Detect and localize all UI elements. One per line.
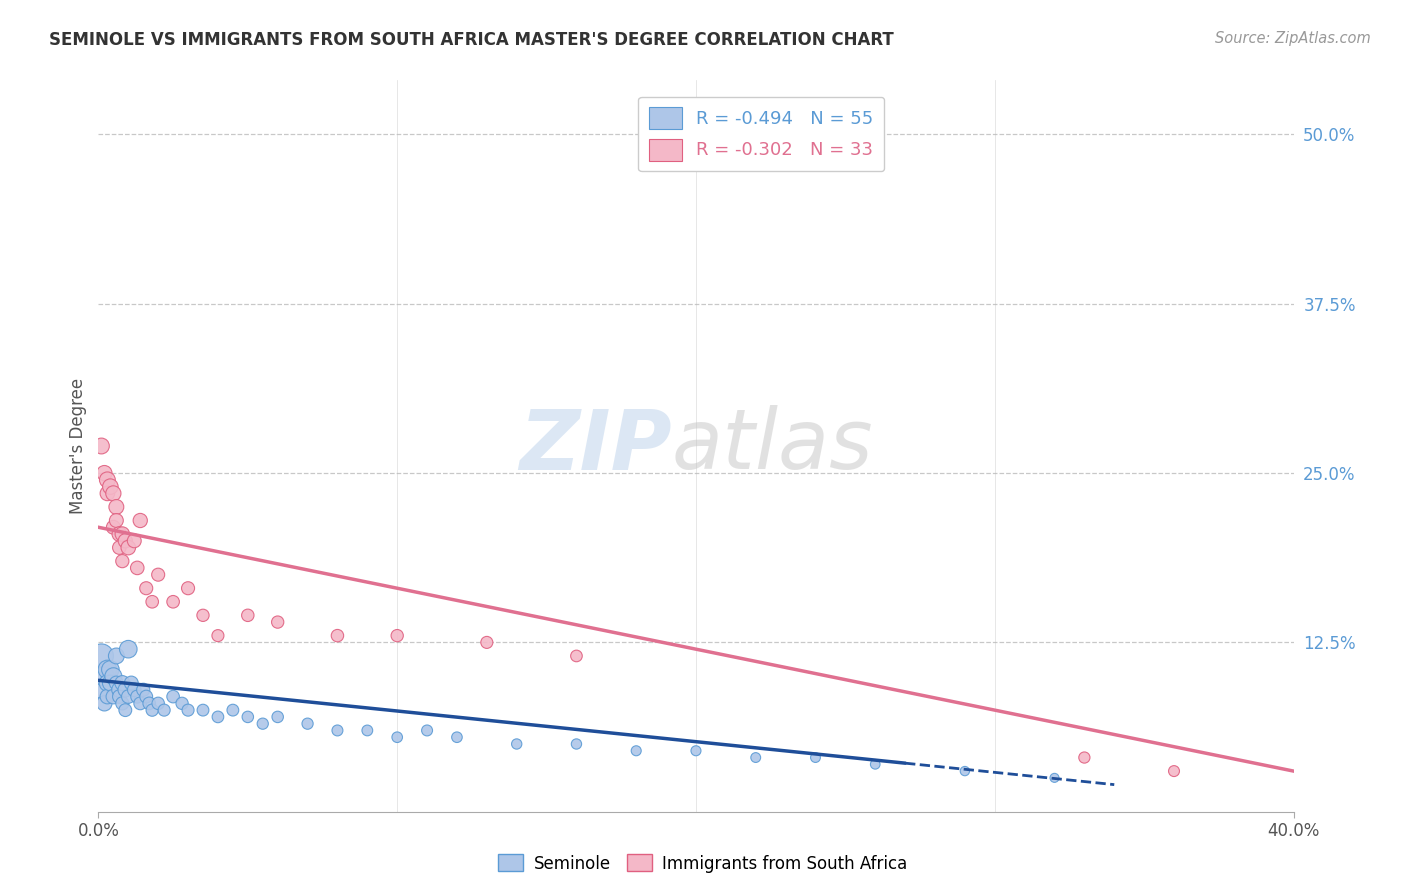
Point: [96, 676, 118, 690]
Point: [804, 750, 827, 764]
Point: [172, 697, 194, 711]
Point: [108, 690, 131, 704]
Point: [162, 595, 184, 609]
Point: [105, 514, 128, 528]
Point: [138, 697, 160, 711]
Point: [103, 520, 125, 534]
Text: SEMINOLE VS IMMIGRANTS FROM SOUTH AFRICA MASTER'S DEGREE CORRELATION CHART: SEMINOLE VS IMMIGRANTS FROM SOUTH AFRICA…: [49, 31, 894, 49]
Point: [93, 466, 115, 480]
Point: [98, 676, 122, 690]
Point: [207, 629, 229, 643]
Point: [120, 676, 142, 690]
Point: [103, 690, 125, 704]
Point: [105, 500, 128, 514]
Text: Source: ZipAtlas.com: Source: ZipAtlas.com: [1215, 31, 1371, 46]
Point: [103, 669, 125, 683]
Point: [177, 703, 200, 717]
Point: [236, 608, 259, 623]
Point: [93, 697, 115, 711]
Point: [148, 567, 170, 582]
Point: [267, 615, 290, 629]
Point: [141, 703, 163, 717]
Legend: Seminole, Immigrants from South Africa: Seminole, Immigrants from South Africa: [492, 847, 914, 880]
Point: [1043, 771, 1066, 785]
Point: [953, 764, 976, 778]
Point: [135, 581, 157, 595]
Point: [111, 676, 134, 690]
Point: [114, 533, 136, 548]
Point: [105, 648, 128, 663]
Point: [124, 533, 146, 548]
Point: [96, 663, 118, 677]
Point: [207, 710, 229, 724]
Point: [117, 690, 139, 704]
Point: [177, 581, 200, 595]
Point: [222, 703, 245, 717]
Point: [191, 703, 214, 717]
Point: [141, 595, 163, 609]
Point: [111, 554, 134, 568]
Point: [108, 682, 131, 697]
Point: [96, 486, 118, 500]
Point: [96, 473, 118, 487]
Point: [127, 690, 149, 704]
Point: [108, 541, 131, 555]
Point: [565, 648, 588, 663]
Text: atlas: atlas: [672, 406, 873, 486]
Point: [90, 648, 112, 663]
Point: [1163, 764, 1185, 778]
Point: [114, 682, 136, 697]
Point: [685, 744, 707, 758]
Point: [865, 757, 887, 772]
Point: [93, 669, 115, 683]
Point: [129, 514, 152, 528]
Point: [90, 439, 112, 453]
Point: [96, 690, 118, 704]
Point: [105, 676, 128, 690]
Point: [326, 723, 349, 738]
Point: [153, 703, 176, 717]
Text: ZIP: ZIP: [519, 406, 672, 486]
Point: [132, 682, 155, 697]
Point: [475, 635, 498, 649]
Point: [108, 527, 131, 541]
Point: [565, 737, 588, 751]
Point: [117, 642, 139, 657]
Point: [111, 697, 134, 711]
Point: [236, 710, 259, 724]
Point: [252, 716, 274, 731]
Point: [297, 716, 319, 731]
Point: [111, 527, 134, 541]
Point: [416, 723, 439, 738]
Point: [326, 629, 349, 643]
Point: [506, 737, 529, 751]
Point: [626, 744, 648, 758]
Point: [129, 697, 152, 711]
Point: [385, 629, 409, 643]
Point: [745, 750, 768, 764]
Point: [148, 697, 170, 711]
Point: [162, 690, 184, 704]
Point: [267, 710, 290, 724]
Point: [103, 486, 125, 500]
Point: [98, 663, 122, 677]
Legend: R = -0.494   N = 55, R = -0.302   N = 33: R = -0.494 N = 55, R = -0.302 N = 33: [638, 96, 884, 171]
Point: [356, 723, 378, 738]
Point: [90, 682, 112, 697]
Point: [98, 480, 122, 494]
Point: [127, 561, 149, 575]
Y-axis label: Master's Degree: Master's Degree: [69, 378, 87, 514]
Point: [385, 730, 409, 744]
Point: [191, 608, 214, 623]
Point: [124, 682, 146, 697]
Point: [135, 690, 157, 704]
Point: [446, 730, 468, 744]
Point: [1073, 750, 1095, 764]
Point: [117, 541, 139, 555]
Point: [114, 703, 136, 717]
